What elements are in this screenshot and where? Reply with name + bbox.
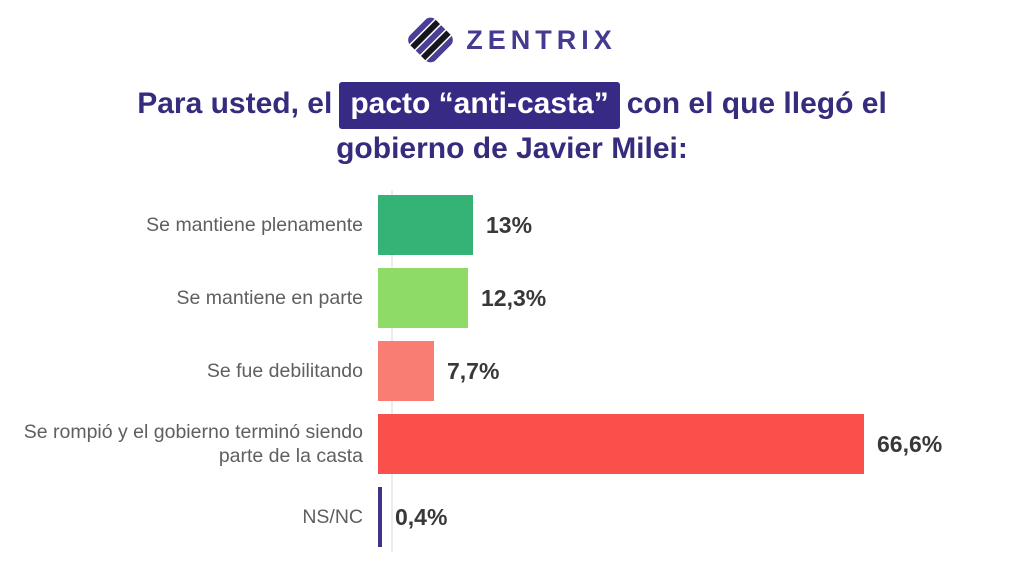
- bar-track: 13%: [378, 195, 1024, 255]
- bar-track: 7,7%: [378, 341, 1024, 401]
- bar-row: Se rompió y el gobierno terminó siendo p…: [0, 414, 1024, 474]
- bar-row: Se mantiene plenamente 13%: [0, 195, 1024, 255]
- category-label: NS/NC: [302, 505, 363, 528]
- value-label: 7,7%: [447, 357, 500, 384]
- bar-row: Se mantiene en parte 12,3%: [0, 268, 1024, 328]
- title-line-1: Para usted, el pacto “anti-casta” con el q…: [52, 82, 972, 129]
- bar: [378, 341, 434, 401]
- bar: [378, 487, 382, 547]
- value-label: 12,3%: [481, 284, 547, 311]
- bar-track: 0,4%: [378, 487, 1024, 547]
- bar-track: 12,3%: [378, 268, 1024, 328]
- bar-track: 66,6%: [378, 414, 1024, 474]
- bar-chart: Se mantiene plenamente 13% Se mantiene en …: [0, 190, 1024, 552]
- zentrix-logo-icon: [407, 14, 455, 66]
- bar: [378, 414, 864, 474]
- page-title: Para usted, el pacto “anti-casta” con el q…: [52, 82, 972, 169]
- category-label: Se mantiene en parte: [176, 286, 363, 309]
- category-label: Se mantiene plenamente: [146, 213, 363, 236]
- category-label: Se rompió y el gobierno terminó siendo p…: [23, 420, 363, 467]
- title-prefix: Para usted, el: [137, 87, 333, 120]
- title-line-2: gobierno de Javier Milei:: [336, 131, 688, 165]
- bar: [378, 195, 473, 255]
- bar-row: Se fue debilitando 7,7%: [0, 341, 1024, 401]
- title-suffix: con el que llegó el: [626, 87, 887, 120]
- value-label: 13%: [486, 211, 533, 238]
- title-highlight: pacto “anti-casta”: [339, 82, 620, 129]
- value-label: 66,6%: [877, 430, 943, 457]
- value-label: 0,4%: [395, 503, 448, 530]
- bar-row: NS/NC 0,4%: [0, 487, 1024, 547]
- brand-name: ZENTRIX: [466, 24, 617, 55]
- bar: [378, 268, 468, 328]
- category-label: Se fue debilitando: [206, 359, 363, 382]
- brand-header: ZENTRIX: [0, 0, 1024, 68]
